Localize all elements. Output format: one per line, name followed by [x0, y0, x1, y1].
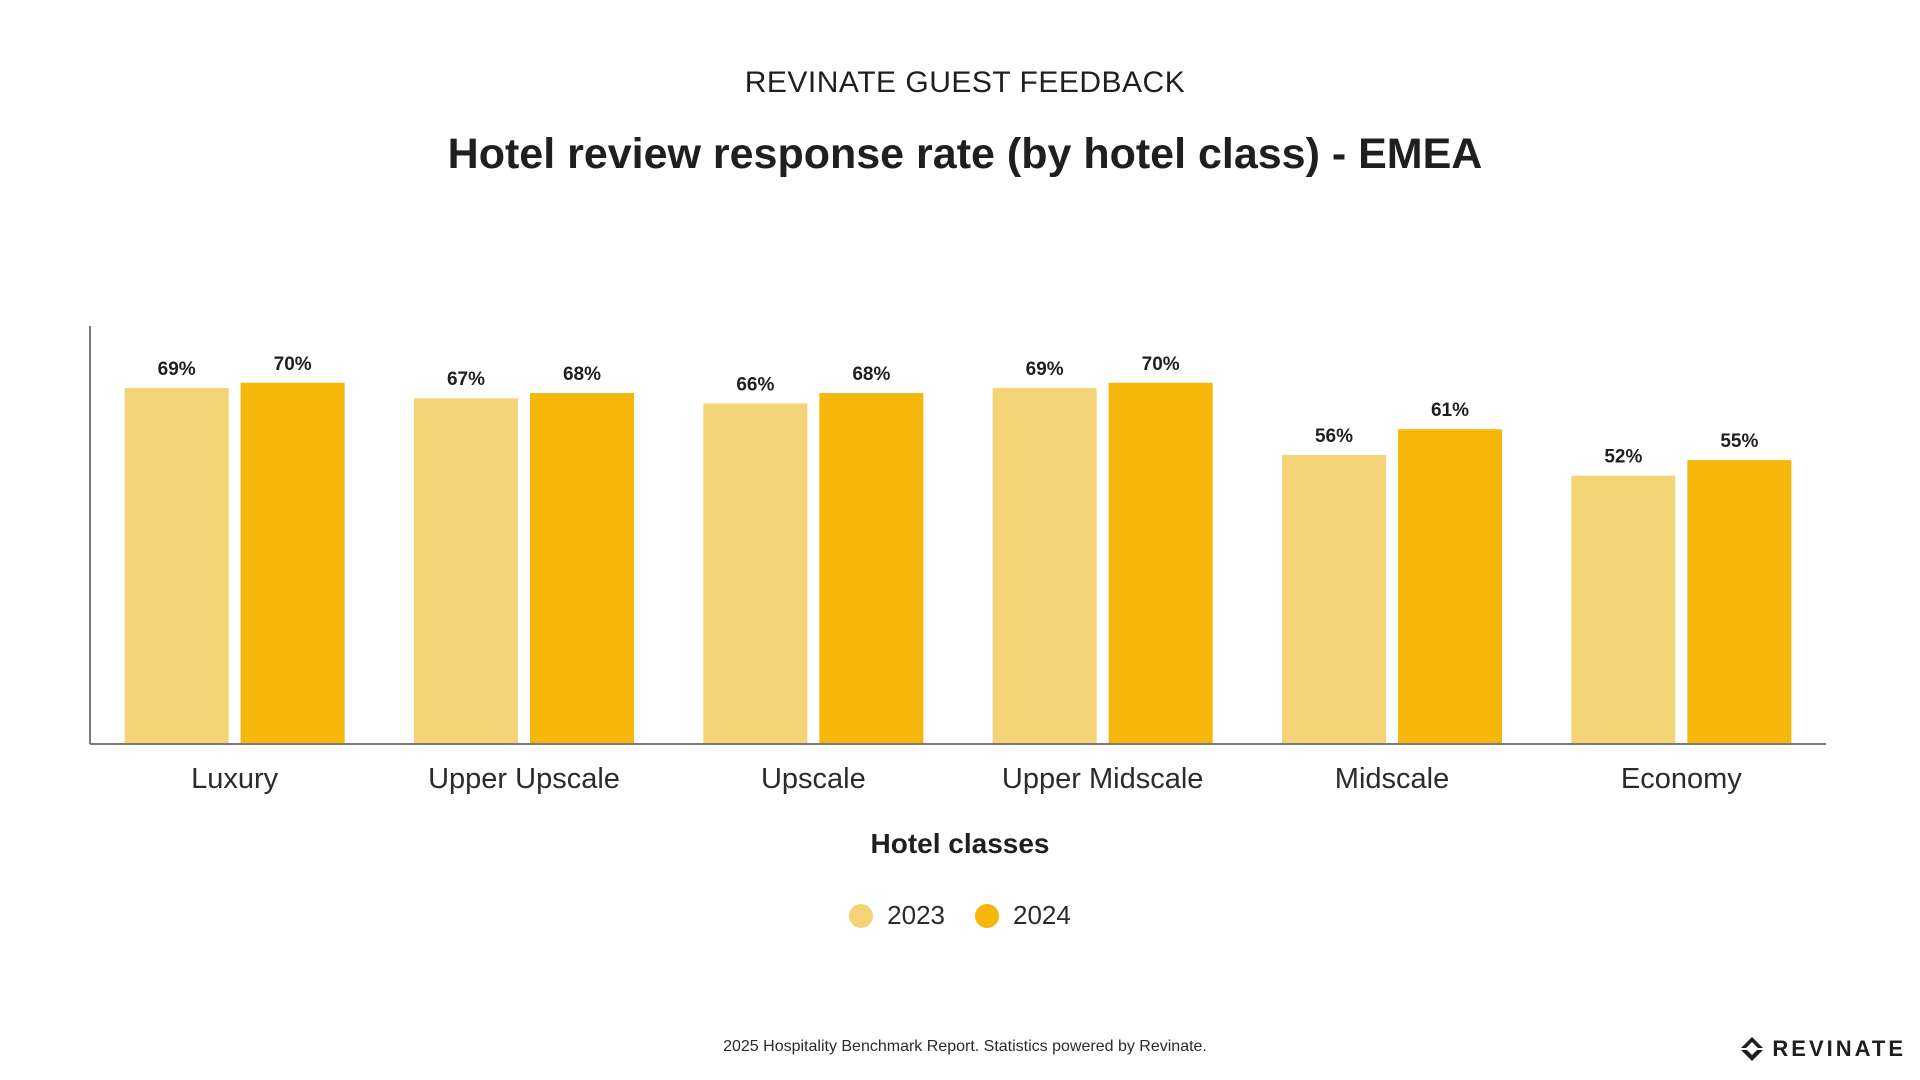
x-tick-label-upscale: Upscale [761, 763, 866, 795]
data-label-upscale-2024: 68% [852, 364, 890, 385]
legend-label-2023: 2023 [887, 900, 945, 930]
bar-upper-midscale-2023 [992, 387, 1097, 744]
legend-item-2024: 2024 [975, 900, 1071, 931]
x-axis-title: Hotel classes [870, 828, 1050, 859]
legend: 2023 2024 [0, 900, 1920, 931]
bar-midscale-2023 [1282, 455, 1386, 744]
bar-upper-midscale-2024 [1108, 382, 1213, 744]
bar-upper-upscale-2024 [530, 393, 634, 744]
bar-upper-upscale-2023 [414, 398, 518, 744]
revinate-logo-icon [1740, 1036, 1764, 1062]
x-tick-label-economy: Economy [1621, 763, 1742, 795]
legend-swatch-2024 [975, 903, 999, 928]
data-label-luxury-2023: 69% [158, 359, 196, 380]
bar-luxury-2024 [240, 382, 345, 744]
x-tick-label-midscale: Midscale [1335, 763, 1449, 795]
legend-label-2024: 2024 [1013, 900, 1071, 930]
revinate-logo: REVINATE [1740, 1036, 1906, 1062]
legend-swatch-2023 [849, 903, 874, 928]
x-tick-label-upper-upscale: Upper Upscale [428, 763, 620, 795]
bar-economy-2024 [1687, 460, 1792, 744]
data-label-economy-2023: 52% [1604, 447, 1642, 468]
chart-supertitle: REVINATE GUEST FEEDBACK [744, 66, 1186, 99]
bar-upscale-2024 [819, 393, 924, 744]
bar-midscale-2024 [1398, 429, 1502, 744]
data-label-upper-upscale-2024: 68% [563, 364, 601, 385]
x-tick-label-upper-midscale: Upper Midscale [1002, 763, 1203, 795]
data-label-economy-2024: 55% [1720, 431, 1758, 452]
chart-title: Hotel review response rate (by hotel cla… [447, 130, 1483, 178]
legend-item-2023: 2023 [849, 900, 945, 931]
data-label-luxury-2024: 70% [274, 354, 312, 375]
data-label-upper-midscale-2024: 70% [1142, 354, 1180, 375]
data-label-upper-upscale-2023: 67% [447, 369, 485, 390]
bar-upscale-2023 [703, 403, 808, 744]
bar-luxury-2023 [124, 387, 229, 744]
data-label-upscale-2023: 66% [736, 374, 774, 395]
data-label-midscale-2023: 56% [1315, 426, 1353, 447]
bars-layer [124, 382, 1792, 744]
data-label-midscale-2024: 61% [1431, 400, 1469, 421]
footer-credit: 2025 Hospitality Benchmark Report. Stati… [723, 1038, 1207, 1055]
x-tick-label-luxury: Luxury [191, 763, 279, 795]
revinate-logo-text: REVINATE [1772, 1036, 1906, 1061]
bar-economy-2023 [1571, 475, 1676, 744]
labels-layer: 69% 70% Luxury 67% 68% Upper Upscale 66% 68% Ups… [158, 354, 1759, 795]
data-label-upper-midscale-2023: 69% [1026, 359, 1064, 380]
